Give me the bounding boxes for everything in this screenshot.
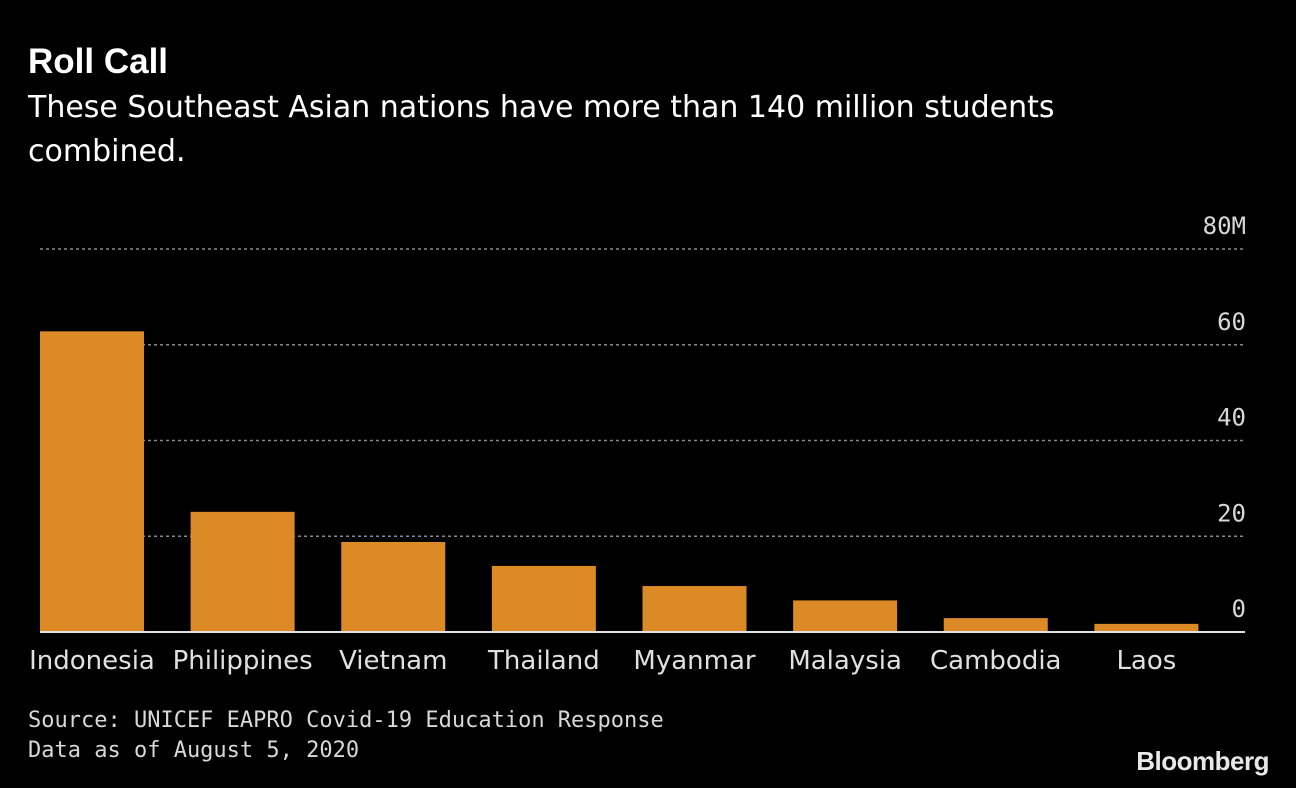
chart-title: Roll Call [28, 42, 169, 81]
x-tick-label: Malaysia [788, 646, 902, 676]
bar-philippines [190, 511, 295, 632]
bar-cambodia [943, 618, 1048, 632]
y-tick-label: 0 [1232, 595, 1246, 623]
x-tick-label: Myanmar [633, 646, 755, 676]
y-tick-label: 40 [1217, 404, 1246, 432]
bar-vietnam [341, 541, 446, 632]
source-text: Source: UNICEF EAPRO Covid-19 Education … [28, 708, 664, 733]
bar-malaysia [793, 600, 898, 632]
y-tick-label: 60 [1217, 308, 1246, 336]
bloomberg-logo: Bloomberg [1136, 746, 1269, 776]
x-tick-label: Cambodia [930, 646, 1062, 676]
x-tick-label: Laos [1116, 646, 1176, 676]
bar-thailand [491, 565, 596, 632]
x-tick-label: Thailand [487, 646, 600, 676]
x-tick-label: Vietnam [339, 646, 447, 676]
data-date-note: Data as of August 5, 2020 [28, 738, 360, 763]
bar-indonesia [40, 331, 144, 632]
source-note: Source: UNICEF EAPRO Covid-19 Education … [28, 706, 664, 766]
x-tick-label: Indonesia [29, 646, 155, 676]
bar-myanmar [642, 586, 747, 632]
bar-laos [1094, 623, 1199, 632]
y-tick-label: 20 [1217, 499, 1246, 527]
y-tick-label: 80M [1203, 212, 1246, 240]
x-tick-label: Philippines [173, 646, 313, 676]
chart-subtitle: These Southeast Asian nations have more … [28, 90, 1055, 169]
